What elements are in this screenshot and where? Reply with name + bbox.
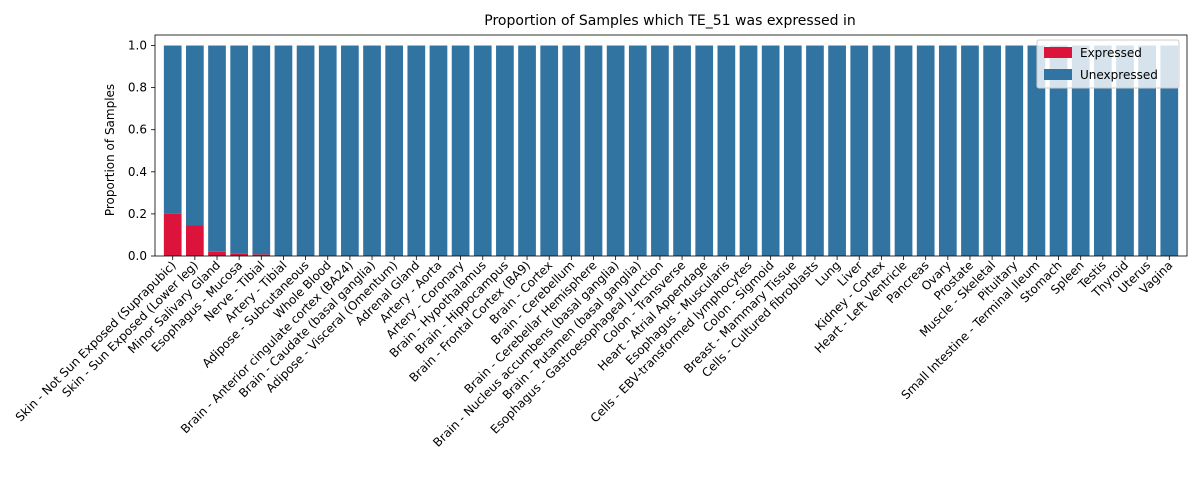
legend-label-unexpressed: Unexpressed xyxy=(1080,68,1158,82)
y-tick-label: 0.2 xyxy=(128,207,147,221)
bar-unexpressed-vagina xyxy=(1160,45,1179,257)
chart-title: Proportion of Samples which TE_51 was ex… xyxy=(484,13,855,29)
bar-unexpressed-whole-blood xyxy=(318,45,337,257)
bar-unexpressed-esophagus-gastroesophageal-junction xyxy=(651,45,669,257)
bar-unexpressed-heart-atrial-appendage xyxy=(695,45,714,257)
y-axis-label: Proportion of Samples xyxy=(103,84,117,216)
legend-swatch-unexpressed xyxy=(1044,69,1072,80)
x-axis-ticks: Skin - Not Sun Exposed (Suprapubic)Skin … xyxy=(13,256,1175,450)
y-axis-ticks: 0.0 0.2 0.4 0.6 0.8 1.0 xyxy=(128,39,155,263)
bar-unexpressed-brain-cerebellar-hemisphere xyxy=(584,45,603,257)
bar-unexpressed-adipose-subcutaneous xyxy=(296,45,315,257)
legend: Expressed Unexpressed xyxy=(1036,39,1180,89)
bar-unexpressed-liver xyxy=(850,45,869,257)
bar-unexpressed-skin-sun-exposed-lower-leg xyxy=(186,45,204,226)
bar-unexpressed-minor-salivary-gland xyxy=(208,45,226,252)
y-tick-label: 0.8 xyxy=(128,81,147,95)
bar-unexpressed-adipose-visceral-omentum xyxy=(385,45,404,257)
bar-unexpressed-brain-hypothalamus xyxy=(473,45,492,257)
bars-layer xyxy=(163,45,1179,257)
bar-unexpressed-brain-anterior-cingulate-cortex-ba24 xyxy=(341,45,359,257)
legend-swatch-expressed xyxy=(1044,47,1072,58)
y-tick-label: 0.0 xyxy=(128,249,147,263)
bar-unexpressed-skin-not-sun-exposed-suprapubic xyxy=(163,45,182,214)
bar-unexpressed-brain-cortex xyxy=(540,45,559,257)
bar-expressed-nerve-tibial xyxy=(252,254,271,256)
bar-expressed-skin-not-sun-exposed-suprapubic xyxy=(163,213,182,256)
bar-unexpressed-kidney-cortex xyxy=(872,45,891,257)
bar-expressed-minor-salivary-gland xyxy=(208,251,226,256)
bar-unexpressed-colon-transverse xyxy=(673,45,691,257)
bar-unexpressed-small-intestine-terminal-ileum xyxy=(1027,45,1046,257)
bar-unexpressed-artery-coronary xyxy=(451,45,470,257)
bar-unexpressed-spleen xyxy=(1071,45,1090,257)
bar-unexpressed-cells-cultured-fibroblasts xyxy=(806,45,824,257)
legend-label-expressed: Expressed xyxy=(1080,46,1142,60)
legend-box xyxy=(1036,39,1180,89)
bar-unexpressed-brain-putamen-basal-ganglia xyxy=(628,45,647,257)
bar-unexpressed-adrenal-gland xyxy=(407,45,426,257)
bar-unexpressed-muscle-skeletal xyxy=(983,45,1001,257)
bar-unexpressed-colon-sigmoid xyxy=(761,45,780,257)
bar-unexpressed-brain-caudate-basal-ganglia xyxy=(363,45,381,257)
bar-unexpressed-uterus xyxy=(1138,45,1156,257)
y-tick-label: 1.0 xyxy=(128,39,147,53)
bar-unexpressed-artery-aorta xyxy=(429,45,448,257)
bar-unexpressed-ovary xyxy=(938,45,957,257)
bar-unexpressed-brain-hippocampus xyxy=(496,45,514,257)
bar-unexpressed-cells-ebv-transformed-lymphocytes xyxy=(739,45,758,257)
bar-unexpressed-brain-nucleus-accumbens-basal-ganglia xyxy=(606,45,625,257)
axes-frame xyxy=(154,34,1188,257)
bar-unexpressed-pancreas xyxy=(916,45,935,257)
bar-unexpressed-esophagus-mucosa xyxy=(230,45,249,254)
bar-unexpressed-breast-mammary-tissue xyxy=(783,45,802,257)
bar-unexpressed-prostate xyxy=(961,45,979,257)
y-tick-label: 0.6 xyxy=(128,123,147,137)
bar-unexpressed-brain-frontal-cortex-ba9 xyxy=(518,45,536,257)
bar-unexpressed-thyroid xyxy=(1116,45,1134,257)
axes-spines xyxy=(154,34,1188,257)
bar-expressed-esophagus-mucosa xyxy=(230,253,249,256)
bar-unexpressed-heart-left-ventricle xyxy=(894,45,913,257)
bar-unexpressed-artery-tibial xyxy=(274,45,293,257)
bar-unexpressed-testis xyxy=(1093,45,1112,257)
bar-unexpressed-esophagus-muscularis xyxy=(717,45,736,257)
bar-expressed-skin-sun-exposed-lower-leg xyxy=(186,225,204,256)
bar-unexpressed-brain-cerebellum xyxy=(562,45,581,257)
bar-unexpressed-stomach xyxy=(1049,45,1068,257)
bar-unexpressed-pituitary xyxy=(1005,45,1024,257)
bar-unexpressed-nerve-tibial xyxy=(252,45,271,255)
y-tick-label: 0.4 xyxy=(128,165,147,179)
bar-unexpressed-lung xyxy=(828,45,846,257)
